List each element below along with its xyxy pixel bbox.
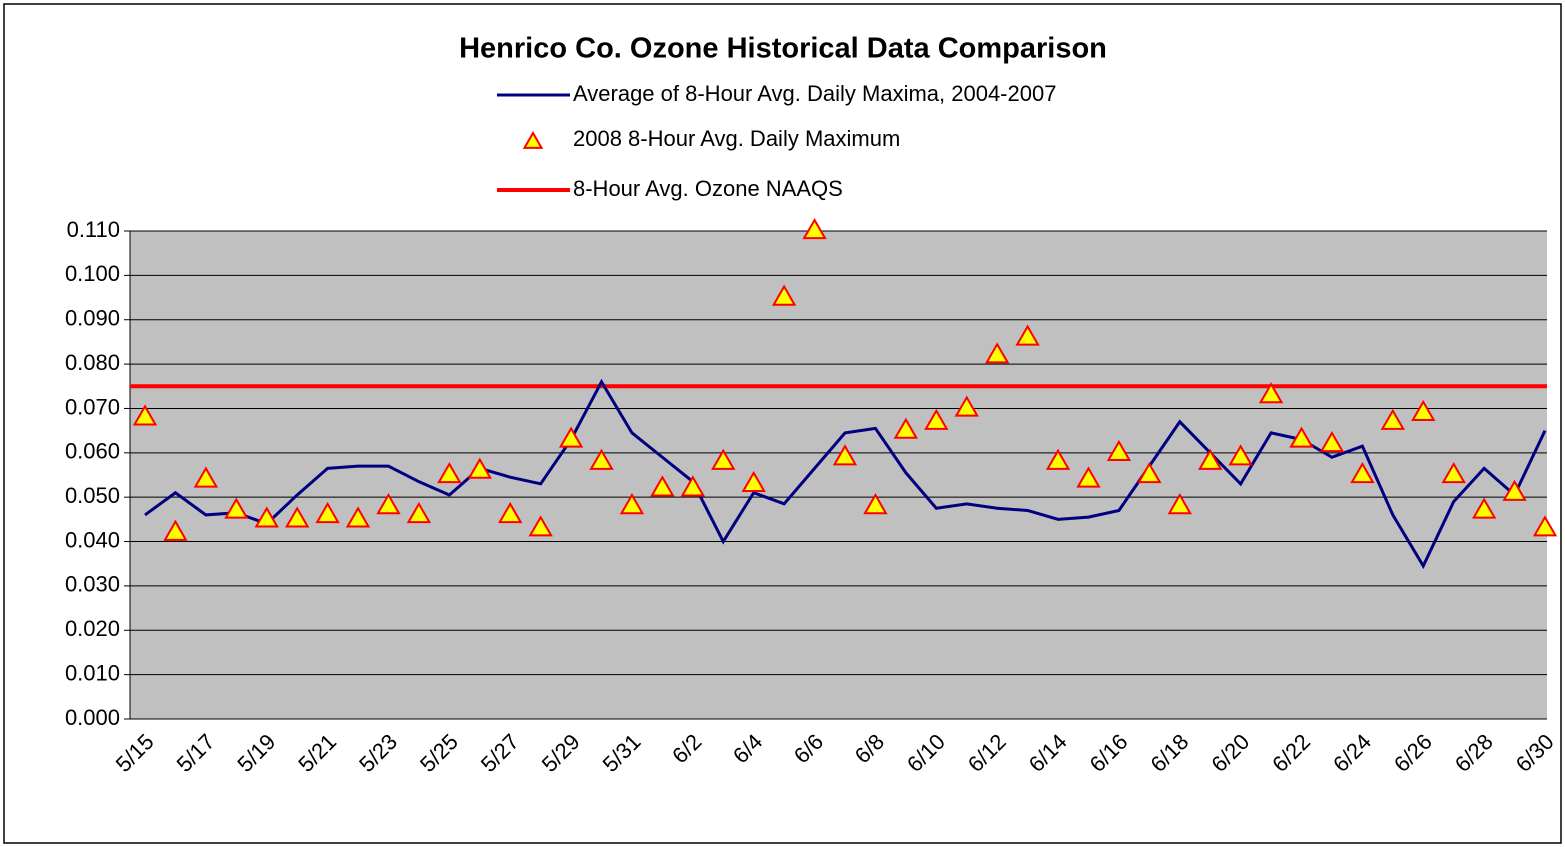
y-tick-label: 0.010	[65, 660, 120, 685]
marker	[193, 466, 219, 488]
y-tick-label: 0.090	[65, 306, 120, 331]
legend-marker	[522, 130, 544, 149]
marker	[498, 501, 523, 524]
marker	[619, 493, 645, 515]
marker	[802, 217, 827, 240]
marker	[1319, 430, 1345, 453]
marker	[132, 404, 158, 426]
marker	[1076, 466, 1101, 488]
marker	[558, 426, 584, 448]
marker	[284, 506, 310, 528]
marker	[1441, 461, 1466, 484]
chart-title: Henrico Co. Ozone Historical Data Compar…	[459, 33, 1107, 65]
marker	[1471, 497, 1497, 519]
marker	[863, 493, 888, 515]
marker	[1015, 324, 1040, 346]
y-tick-label: 0.040	[65, 527, 120, 552]
y-tick-label: 0.030	[65, 572, 120, 597]
y-tick-label: 0.020	[65, 616, 120, 641]
marker	[254, 506, 279, 528]
marker	[437, 461, 462, 484]
marker	[1137, 461, 1162, 484]
marker	[771, 284, 797, 306]
marker	[1167, 493, 1192, 515]
marker	[1350, 461, 1375, 484]
marker	[1411, 399, 1436, 422]
marker	[315, 501, 340, 524]
marker	[893, 417, 919, 439]
y-tick-label: 0.070	[65, 394, 120, 419]
marker	[528, 515, 553, 537]
plot-area	[130, 231, 1547, 719]
marker	[163, 519, 188, 541]
marker	[680, 475, 706, 497]
marker	[1289, 426, 1314, 448]
marker	[650, 475, 675, 497]
legend-label: Average of 8-Hour Avg. Daily Maxima, 200…	[573, 81, 1056, 106]
marker	[1532, 515, 1558, 537]
marker	[1106, 439, 1132, 461]
marker	[711, 448, 736, 470]
marker	[984, 342, 1010, 364]
legend-label: 8-Hour Avg. Ozone NAAQS	[573, 176, 843, 201]
marker	[741, 470, 766, 493]
marker	[1045, 448, 1071, 470]
marker	[406, 501, 432, 524]
marker	[1258, 382, 1284, 404]
marker	[1198, 448, 1223, 470]
marker	[1228, 444, 1253, 466]
marker	[924, 408, 949, 430]
y-tick-label: 0.050	[65, 483, 120, 508]
y-tick-label: 0.000	[65, 705, 120, 730]
marker	[467, 457, 492, 479]
y-tick-label: 0.080	[65, 350, 120, 375]
marker	[832, 444, 858, 466]
marker	[1502, 479, 1527, 501]
marker	[589, 448, 614, 470]
marker	[376, 493, 401, 515]
marker	[224, 497, 249, 519]
y-tick-label: 0.100	[65, 261, 120, 286]
marker	[345, 506, 371, 528]
marker	[1380, 408, 1406, 430]
legend-label: 2008 8-Hour Avg. Daily Maximum	[573, 126, 900, 151]
y-tick-label: 0.110	[67, 217, 120, 242]
marker	[954, 395, 979, 417]
y-tick-label: 0.060	[65, 439, 120, 464]
